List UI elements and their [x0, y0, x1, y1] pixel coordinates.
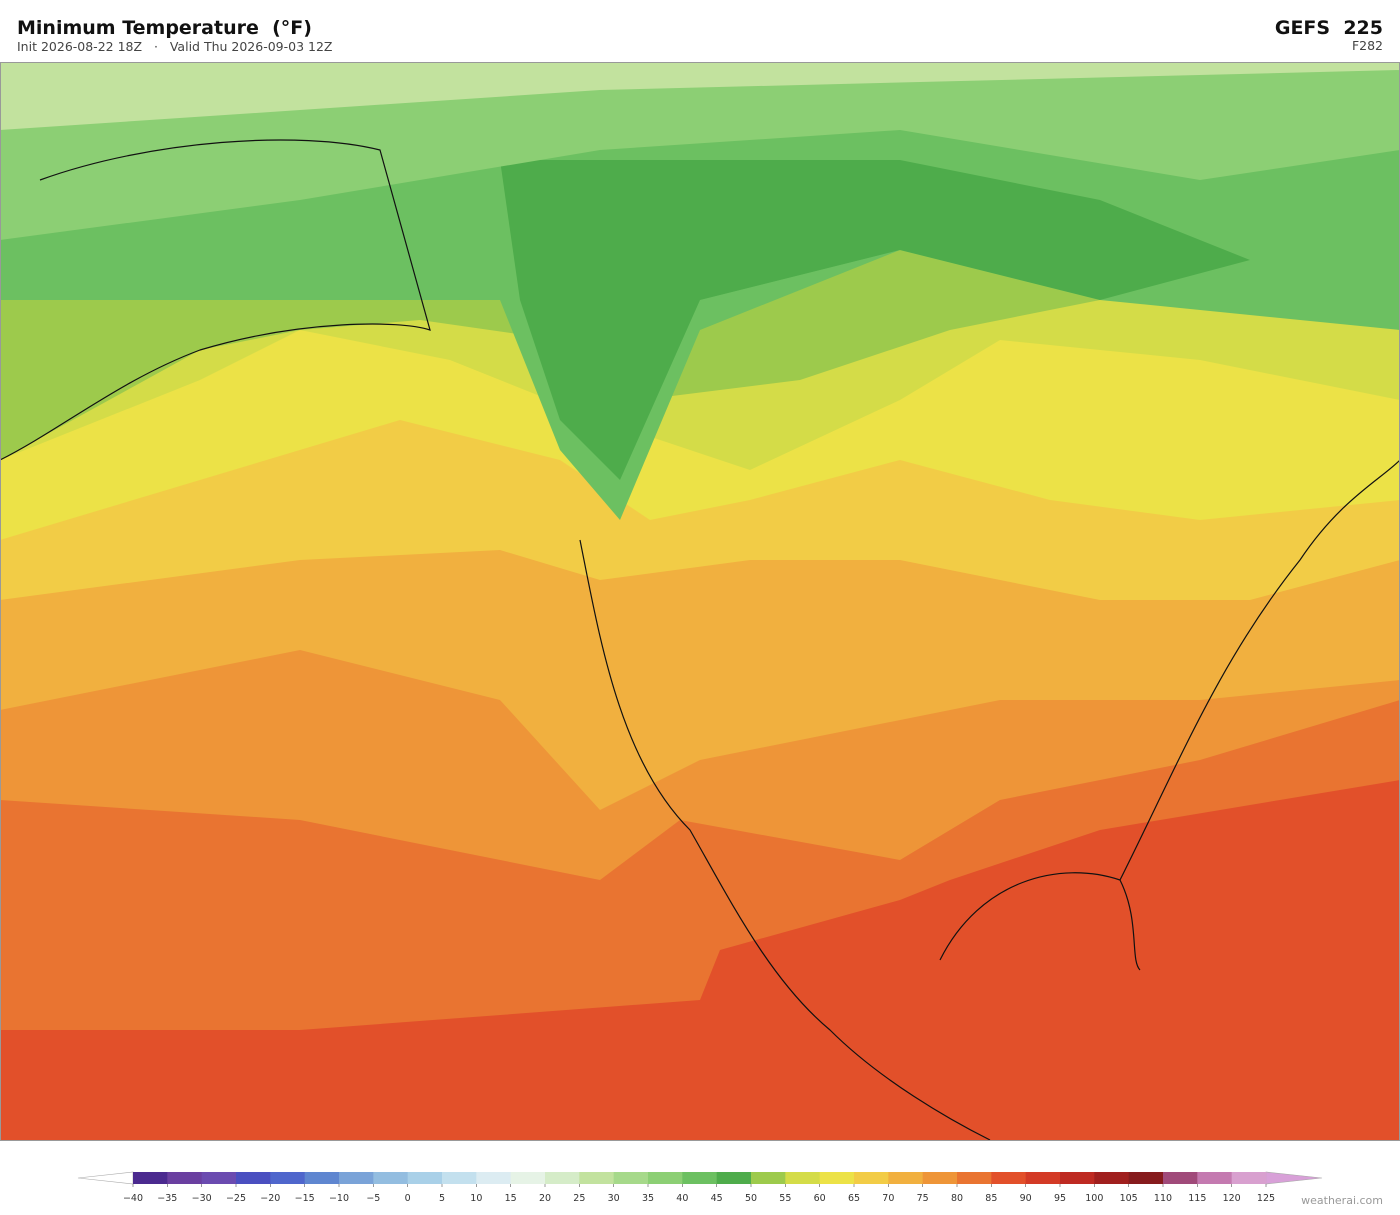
- colorbar-segment: [407, 1172, 443, 1184]
- colorbar-segment: [1128, 1172, 1164, 1184]
- colorbar: −40 −35 −30 −25 −20 −15 −10 −5 0 5 10 15 20 25 30 35 40 4…: [77, 1171, 1323, 1204]
- colorbar-segment: [579, 1172, 615, 1184]
- colorbar-tick-label: −35: [157, 1193, 177, 1204]
- colorbar-tick-label: 0: [405, 1193, 411, 1204]
- colorbar-tick-label: 30: [608, 1193, 620, 1204]
- colorbar-tick-label: −10: [329, 1193, 349, 1204]
- colorbar-tick-label: 55: [779, 1193, 791, 1204]
- temperature-map: [0, 62, 1400, 1141]
- colorbar-segment: [133, 1172, 168, 1184]
- colorbar-segment: [682, 1172, 718, 1184]
- subtitle: Init 2026-08-22 18Z · Valid Thu 2026-09-…: [17, 39, 333, 54]
- map-layer: [0, 62, 1400, 130]
- title: Minimum Temperature (°F): [17, 17, 312, 39]
- colorbar-tick-label: 10: [470, 1193, 482, 1204]
- colorbar-segment: [167, 1172, 203, 1184]
- colorbar-tick-label: 115: [1188, 1193, 1206, 1204]
- colorbar-segment: [888, 1172, 924, 1184]
- colorbar-tick-label: −15: [295, 1193, 315, 1204]
- colorbar-segment: [236, 1172, 271, 1184]
- model-label: GEFS 225: [1275, 17, 1383, 39]
- colorbar-segment: [751, 1172, 786, 1184]
- colorbar-segment: [991, 1172, 1027, 1184]
- colorbar-tick-label: 50: [745, 1193, 757, 1204]
- colorbar-segment: [922, 1172, 958, 1184]
- colorbar-over: [1265, 1171, 1323, 1185]
- colorbar-segment: [545, 1172, 580, 1184]
- colorbar-segment: [373, 1172, 409, 1184]
- colorbar-segment: [442, 1172, 477, 1184]
- colorbar-tick-label: −30: [192, 1193, 212, 1204]
- colorbar-tick-label: −20: [260, 1193, 280, 1204]
- colorbar-tick-label: 60: [814, 1193, 826, 1204]
- colorbar-tick-label: 125: [1257, 1193, 1275, 1204]
- colorbar-segment: [1163, 1172, 1198, 1184]
- colorbar-segment: [1231, 1172, 1267, 1184]
- colorbar-segment: [716, 1172, 752, 1184]
- colorbar-tick-label: 70: [882, 1193, 894, 1204]
- colorbar-segment: [201, 1172, 237, 1184]
- colorbar-tick-label: −40: [123, 1193, 143, 1204]
- colorbar-segment: [1060, 1172, 1095, 1184]
- colorbar-tick-label: 90: [1020, 1193, 1032, 1204]
- colorbar-segment: [819, 1172, 855, 1184]
- forecast-hour: F282: [1352, 38, 1383, 53]
- colorbar-tick-label: 45: [711, 1193, 723, 1204]
- colorbar-tick-label: 85: [985, 1193, 997, 1204]
- colorbar-segment: [270, 1172, 306, 1184]
- colorbar-segment: [339, 1172, 374, 1184]
- colorbar-tick-label: −25: [226, 1193, 246, 1204]
- colorbar-tick-label: 40: [676, 1193, 688, 1204]
- colorbar-tick-label: 15: [505, 1193, 517, 1204]
- colorbar-tick-label: 35: [642, 1193, 654, 1204]
- colorbar-segment: [304, 1172, 340, 1184]
- colorbar-tick-label: 25: [573, 1193, 585, 1204]
- colorbar-segment: [785, 1172, 821, 1184]
- colorbar-segment: [476, 1172, 512, 1184]
- colorbar-segment: [510, 1172, 546, 1184]
- colorbar-segment: [1025, 1172, 1061, 1184]
- colorbar-tick-label: 20: [539, 1193, 551, 1204]
- map-layer: [500, 160, 1250, 480]
- colorbar-tick-label: 5: [439, 1193, 445, 1204]
- colorbar-tick-label: 110: [1154, 1193, 1172, 1204]
- colorbar-tick-label: 105: [1120, 1193, 1138, 1204]
- colorbar-tick-label: −5: [366, 1193, 380, 1204]
- colorbar-segment: [1197, 1172, 1233, 1184]
- colorbar-tick-label: 100: [1085, 1193, 1103, 1204]
- colorbar-segment: [648, 1172, 683, 1184]
- colorbar-tick-label: 80: [951, 1193, 963, 1204]
- colorbar-tick-label: 65: [848, 1193, 860, 1204]
- colorbar-tick-label: 95: [1054, 1193, 1066, 1204]
- coastline: [0, 139, 1400, 1141]
- colorbar-under: [77, 1171, 134, 1185]
- colorbar-segment: [613, 1172, 649, 1184]
- colorbar-segment: [957, 1172, 992, 1184]
- colorbar-tick-label: 120: [1223, 1193, 1241, 1204]
- credit: weatherai.com: [1301, 1194, 1383, 1207]
- colorbar-segment: [854, 1172, 889, 1184]
- colorbar-segment: [1094, 1172, 1130, 1184]
- colorbar-tick-label: 75: [917, 1193, 929, 1204]
